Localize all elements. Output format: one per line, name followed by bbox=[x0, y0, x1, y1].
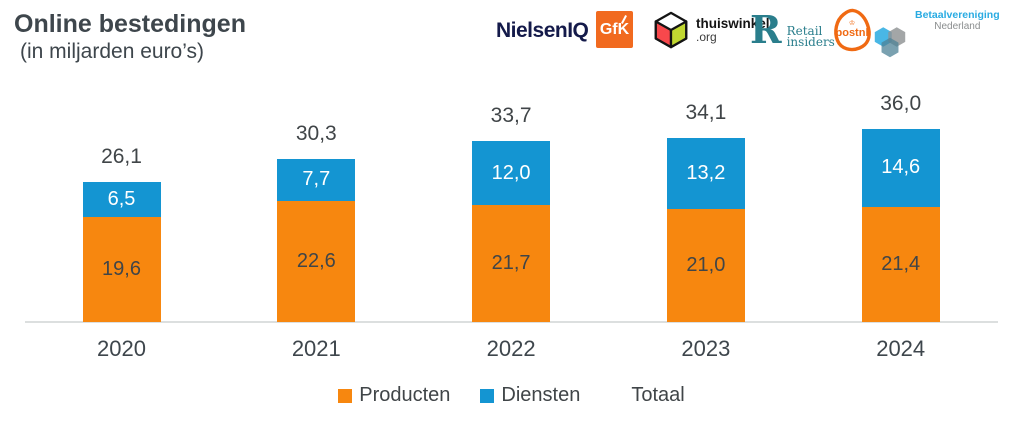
thuiswinkel-logo-line1: thuiswinkel bbox=[696, 16, 770, 31]
legend-item-diensten[interactable]: Diensten bbox=[480, 384, 580, 407]
x-axis-line bbox=[25, 321, 998, 323]
x-tick-label-2020: 2020 bbox=[97, 336, 146, 361]
retail-insiders-logo-text: Retail insiders bbox=[787, 12, 835, 48]
thuiswinkel-logo-line2: .org bbox=[696, 30, 717, 44]
bar-group-2020: 26,1 6,5 19,6 2020 bbox=[82, 145, 161, 361]
bar-group-2023: 34,1 13,2 21,0 2023 bbox=[666, 101, 745, 361]
retail-insiders-r-icon: R bbox=[750, 7, 782, 52]
postnl-logo-text: postnl bbox=[836, 27, 869, 39]
legend-label: Totaal bbox=[631, 384, 685, 406]
nielseniq-logo-text: NielsenIQ bbox=[496, 19, 589, 42]
total-label-2021: 30,3 bbox=[295, 122, 337, 146]
gfk-logo: GfK bbox=[596, 11, 633, 48]
bar-segment-diensten-2020[interactable]: 6,5 bbox=[82, 181, 161, 217]
bar-segment-diensten-2023[interactable]: 13,2 bbox=[666, 138, 745, 210]
legend-label: Diensten bbox=[501, 384, 581, 406]
legend-swatch-producten bbox=[338, 388, 353, 403]
x-tick-label-2024: 2024 bbox=[876, 336, 926, 361]
x-tick-label-2023: 2023 bbox=[681, 336, 731, 361]
legend-item-totaal[interactable]: Totaal bbox=[610, 384, 684, 407]
betaalvereniging-logo: Betaalvereniging Nederland bbox=[869, 9, 1000, 63]
total-label-2023: 34,1 bbox=[685, 101, 727, 125]
x-tick-label-2021: 2021 bbox=[291, 336, 341, 361]
nielseniq-logo: NielsenIQ bbox=[496, 19, 589, 43]
betaalvereniging-line2: Nederland bbox=[934, 21, 981, 32]
bar-segment-diensten-2024[interactable]: 14,6 bbox=[861, 128, 940, 208]
chart-subtitle: (in miljarden euro’s) bbox=[20, 40, 205, 63]
betaalvereniging-logo-text: Betaalvereniging Nederland bbox=[915, 9, 1000, 33]
bar-segment-diensten-2021[interactable]: 7,7 bbox=[277, 159, 356, 201]
bar-group-2024: 36,0 14,6 21,4 2024 bbox=[861, 92, 940, 361]
bar-group-2021: 30,3 7,7 22,6 2021 bbox=[277, 122, 356, 361]
legend: Producten Diensten Totaal bbox=[0, 384, 1023, 407]
bar-segment-producten-2024[interactable]: 21,4 bbox=[861, 207, 940, 322]
retail-insiders-line1: Retail bbox=[786, 24, 823, 38]
legend-item-producten[interactable]: Producten bbox=[338, 384, 450, 407]
bar-segment-producten-2022[interactable]: 21,7 bbox=[472, 205, 551, 322]
bar-segment-producten-2023[interactable]: 21,0 bbox=[666, 209, 745, 322]
postnl-logo: ♔ postnl bbox=[829, 7, 875, 55]
total-label-2022: 33,7 bbox=[490, 104, 532, 128]
total-label-2020: 26,1 bbox=[101, 144, 142, 168]
bar-segment-diensten-2022[interactable]: 12,0 bbox=[472, 141, 551, 206]
legend-label: Producten bbox=[359, 384, 451, 406]
retail-insiders-logo: R Retail insiders bbox=[750, 7, 835, 52]
gfk-logo-text: GfK bbox=[599, 20, 630, 38]
bar-segment-producten-2021[interactable]: 22,6 bbox=[277, 200, 356, 322]
thuiswinkel-logo-text: thuiswinkel .org bbox=[696, 16, 770, 44]
chart-title: Online bestedingen bbox=[14, 10, 246, 38]
bar-segment-producten-2020[interactable]: 19,6 bbox=[82, 216, 161, 322]
legend-swatch-totaal bbox=[610, 389, 624, 403]
x-tick-label-2022: 2022 bbox=[486, 336, 536, 361]
thuiswinkel-logo: thuiswinkel .org bbox=[652, 10, 770, 50]
betaalvereniging-line1: Betaalvereniging bbox=[915, 9, 1000, 21]
postnl-shield-icon: ♔ postnl bbox=[834, 8, 871, 52]
title-block: Online bestedingen (in miljarden euro’s) bbox=[14, 10, 246, 64]
bar-group-2022: 33,7 12,0 21,7 2022 bbox=[472, 104, 551, 361]
retail-insiders-line2: insiders bbox=[786, 35, 835, 49]
postnl-crown-icon: ♔ bbox=[849, 19, 855, 27]
logo-strip: NielsenIQ GfK thuiswinkel .org R Retail … bbox=[0, 0, 1023, 60]
thuiswinkel-cube-icon bbox=[654, 11, 688, 49]
legend-swatch-diensten bbox=[480, 388, 495, 403]
betaalvereniging-hexagons-icon bbox=[874, 27, 906, 58]
total-label-2024: 36,0 bbox=[880, 91, 922, 115]
